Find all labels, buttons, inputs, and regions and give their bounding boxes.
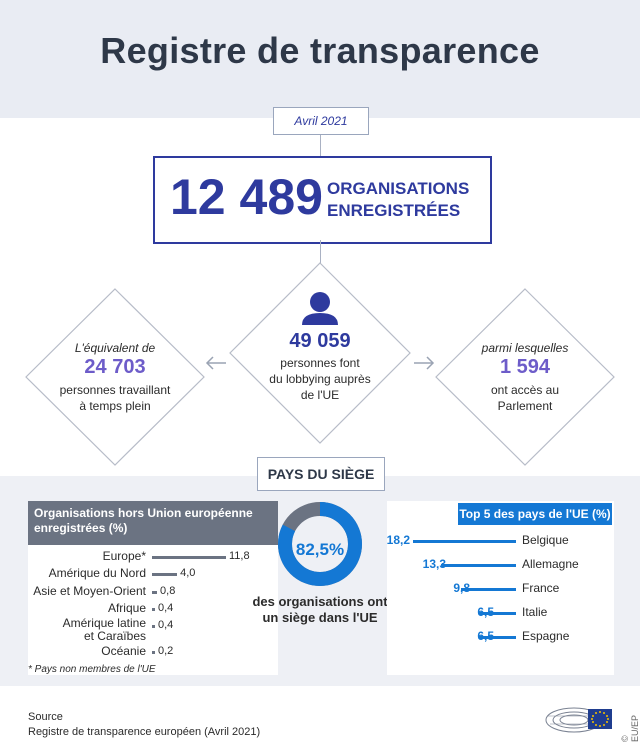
eu-share-donut [278, 502, 362, 586]
right-desc: ont accès au Parlement [460, 382, 590, 414]
date-label: Avril 2021 [273, 107, 369, 135]
non-eu-label: Asie et Moyen-Orient [33, 584, 146, 598]
top5-header: Top 5 des pays de l'UE (%) [458, 503, 612, 525]
source-text: Registre de transparence européen (Avril… [28, 726, 261, 738]
top5-country: France [522, 581, 560, 595]
non-eu-label: Afrique [107, 601, 146, 615]
non-eu-value: 0,8 [160, 585, 176, 597]
right-intro: parmi lesquelles [481, 341, 569, 355]
center-line-1: personnes font [280, 356, 360, 370]
right-diamond [435, 288, 615, 466]
top5-bar [479, 636, 516, 639]
right-line-2: Parlement [497, 399, 553, 413]
non-eu-label-line-1: Amérique latine [62, 616, 146, 630]
arrow-left-icon [205, 356, 226, 370]
top5-value: 18,2 [386, 533, 410, 547]
connector-line [320, 240, 321, 265]
non-eu-value: 0,4 [158, 619, 174, 631]
top5-bar [413, 540, 516, 543]
left-diamond [25, 288, 205, 466]
donut-percent: 82,5% [295, 540, 345, 559]
donut-caption-line-2: un siège dans l'UE [262, 610, 378, 625]
right-number: 1 594 [499, 356, 551, 378]
non-eu-header-line-1: Organisations hors Union européenne [34, 506, 253, 520]
arrow-right-icon [414, 356, 435, 370]
center-line-3: de l'UE [300, 388, 340, 402]
footnote: * Pays non membres de l'UE [28, 664, 156, 675]
non-eu-label: Amérique du Nord [48, 566, 146, 580]
top5-bar [479, 612, 516, 615]
section-title: PAYS DU SIÈGE [257, 457, 385, 491]
non-eu-bar [152, 651, 155, 654]
right-line-1: ont accès au [490, 383, 560, 397]
non-eu-bar [152, 556, 226, 559]
total-organisations-box [153, 156, 492, 244]
center-number: 49 059 [289, 330, 351, 352]
page-title: Registre de transparence [100, 30, 540, 71]
center-desc: personnes font du lobbying auprès de l'U… [255, 355, 385, 403]
source-note: Source Registre de transparence européen… [28, 710, 260, 740]
top5-bar [460, 588, 516, 591]
non-eu-label-line-2: et Caraïbes [83, 629, 146, 643]
connector-line [320, 133, 321, 156]
non-eu-label: Europe* [102, 549, 146, 563]
donut-caption-line-1: des organisations ont [252, 594, 388, 609]
non-eu-value: 0,4 [158, 602, 174, 614]
top5-value: 13,3 [422, 557, 446, 571]
center-line-2: du lobbying auprès [269, 372, 371, 386]
diamonds-graphic [25, 262, 615, 466]
top5-country: Espagne [522, 629, 570, 643]
non-eu-bar [152, 625, 155, 628]
non-eu-value: 11,8 [229, 550, 250, 562]
non-eu-value: 4,0 [180, 567, 196, 579]
total-organisations-label: ORGANISATIONS ENREGISTRÉES [327, 178, 469, 222]
non-eu-header: Organisations hors Union européenne enre… [28, 501, 278, 545]
donut-eu-arc [278, 502, 362, 586]
top5-country: Belgique [522, 533, 569, 547]
top5-country: Allemagne [522, 557, 579, 571]
top5-country: Italie [522, 605, 548, 619]
total-organisations-number: 12 489 [170, 169, 323, 225]
non-eu-header-line-2: enregistrées (%) [34, 521, 128, 535]
left-intro: L'équivalent de [74, 341, 156, 355]
header-band [0, 0, 640, 118]
left-desc: personnes travaillant à temps plein [50, 382, 180, 414]
european-parliament-logo [545, 707, 612, 733]
label-line-2: ENREGISTRÉES [327, 201, 461, 220]
non-eu-bar [152, 591, 158, 594]
non-eu-bar [152, 573, 178, 576]
left-line-2: à temps plein [79, 399, 151, 413]
non-eu-label: Océanie [101, 644, 146, 658]
non-eu-value: 0,2 [158, 645, 174, 657]
top5-bar [440, 564, 516, 567]
left-number: 24 703 [84, 356, 146, 378]
credit-text: © EU/EP [620, 714, 640, 742]
center-diamond [229, 262, 411, 444]
label-line-1: ORGANISATIONS [327, 179, 470, 198]
left-line-1: personnes travaillant [59, 383, 171, 397]
donut-caption: des organisations ont un siège dans l'UE [245, 594, 395, 626]
source-label: Source [28, 711, 63, 723]
non-eu-bar [152, 608, 155, 611]
person-icon [302, 292, 338, 325]
non-eu-label: Amérique latine et Caraïbes [28, 617, 146, 643]
